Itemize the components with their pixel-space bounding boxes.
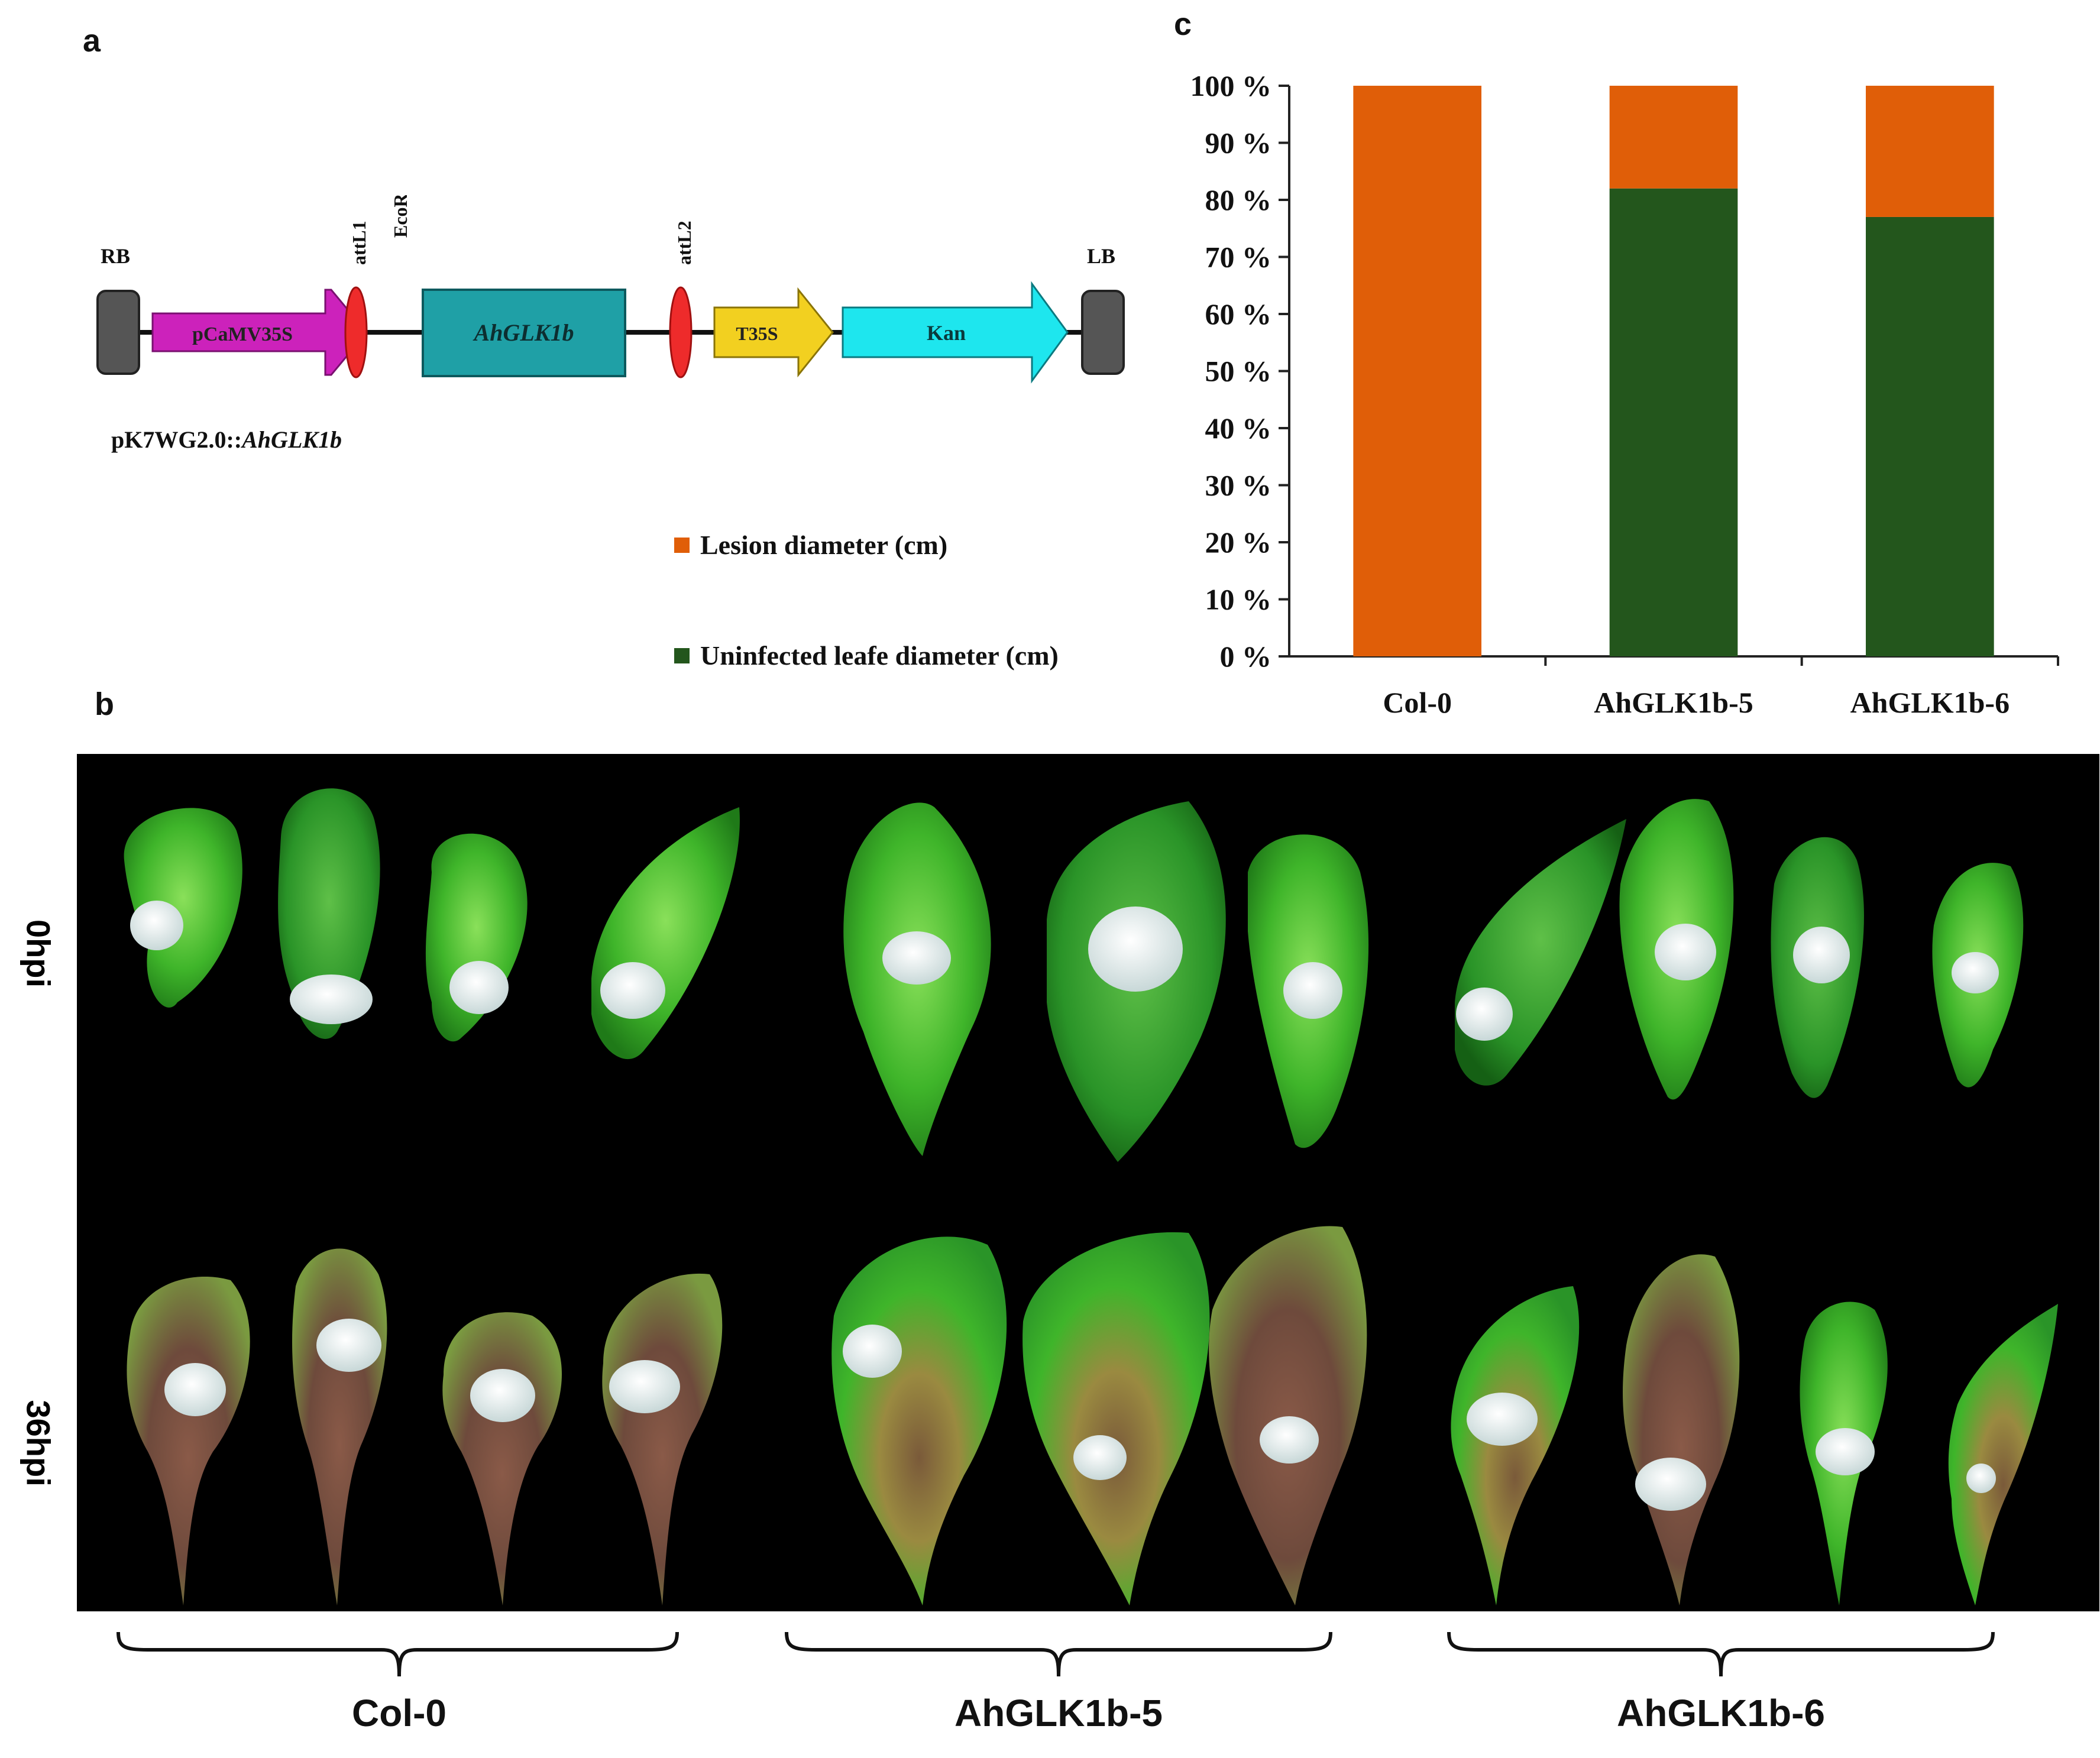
y-tick-label: 100 %: [1190, 69, 1272, 102]
disc: [882, 931, 951, 985]
lesion-legend-label: Lesion diameter (cm): [700, 530, 948, 560]
disc: [316, 1319, 381, 1372]
y-tick-label: 30 %: [1205, 469, 1272, 502]
y-tick-label: 0 %: [1220, 640, 1272, 673]
y-tick-label: 90 %: [1205, 127, 1272, 160]
disc: [1655, 924, 1716, 980]
y-tick-label: 80 %: [1205, 183, 1272, 216]
leaf-ahglk5-3-36hpi: [1209, 1226, 1367, 1605]
ecor1-label: EcoR1: [390, 195, 411, 238]
rb-border: [96, 290, 140, 375]
leaf-ahglk6-4-36hpi: [1948, 1304, 2058, 1605]
x-tick-label: Col-0: [1383, 686, 1452, 719]
y-tick-label: 40 %: [1205, 412, 1272, 445]
disc: [1073, 1435, 1127, 1480]
disc: [1793, 927, 1850, 983]
disc: [1635, 1458, 1706, 1511]
legend-item-uninfected: Uninfected leafe diameter (cm): [674, 640, 1059, 671]
disc: [470, 1369, 535, 1422]
disc: [449, 961, 509, 1014]
disc: [1816, 1428, 1875, 1475]
leaf-col0-2-0hpi: [278, 788, 380, 1039]
uninfected-swatch: [674, 647, 690, 663]
panel-label-a: a: [83, 23, 101, 59]
gene-label: AhGLK1b: [473, 319, 574, 346]
leaf-col0-1-36hpi: [127, 1277, 250, 1605]
brace-ahglk5: [785, 1631, 1332, 1677]
terminator-label: T35S: [736, 323, 778, 344]
bar-AhGLK1b-6-uninfected: [1866, 216, 1994, 656]
leaf-photo-panel: [77, 754, 2099, 1611]
row-label-36hpi: 36hpi: [20, 1400, 57, 1487]
disc: [290, 974, 373, 1024]
lesion-swatch: [674, 537, 690, 553]
disc: [1467, 1393, 1538, 1446]
leaf-ahglk6-1-36hpi: [1451, 1286, 1580, 1605]
disc: [1088, 906, 1183, 992]
leaf-row-36hpi: [127, 1226, 2058, 1605]
terminator-arrow: [713, 287, 834, 378]
bar-AhGLK1b-5-lesion: [1609, 86, 1738, 189]
row-label-0hpi: 0hpi: [20, 919, 57, 988]
group-label-ahglk5: AhGLK1b-5: [954, 1692, 1163, 1734]
brace-ahglk6: [1447, 1631, 1995, 1677]
brace-col0: [117, 1631, 679, 1677]
group-label-col0: Col-0: [352, 1692, 446, 1734]
y-tick-label: 20 %: [1205, 526, 1272, 559]
gene-box: [422, 289, 626, 377]
disc: [1952, 952, 1999, 993]
leaf-ahglk5-2-36hpi: [1023, 1232, 1210, 1605]
bar-AhGLK1b-6-lesion: [1866, 86, 1994, 217]
uninfected-legend-label: Uninfected leafe diameter (cm): [700, 640, 1059, 671]
stacked-bar-chart: 0 % 10 % 20 % 30 % 40 % 50 % 60 % 70 % 80 % 90 % 1…: [1190, 69, 2059, 719]
disc: [609, 1360, 680, 1413]
disc: [164, 1363, 226, 1416]
disc: [1966, 1464, 1996, 1493]
x-tick-label: AhGLK1b-6: [1850, 686, 2010, 719]
disc: [600, 962, 665, 1019]
group-braces: [117, 1631, 1995, 1677]
construct-name-prefix: pK7WG2.0::: [111, 426, 242, 453]
construct-name: pK7WG2.0::AhGLK1b: [111, 426, 342, 454]
bar-Col-0-lesion: [1353, 86, 1481, 656]
y-tick-label: 70 %: [1205, 241, 1272, 274]
y-tick-label: 10 %: [1205, 583, 1272, 616]
rb-label: RB: [101, 244, 130, 268]
disc: [1283, 962, 1342, 1019]
group-label-ahglk6: AhGLK1b-6: [1617, 1692, 1825, 1734]
attl1-label: attL1: [348, 221, 370, 265]
leaf-col0-4-36hpi: [602, 1273, 723, 1605]
disc: [1260, 1416, 1319, 1464]
attl2-label: attL2: [674, 221, 695, 265]
lb-label: LB: [1087, 244, 1115, 268]
disc: [130, 901, 183, 950]
panel-label-b: b: [95, 687, 114, 722]
bar-AhGLK1b-5-uninfected: [1609, 188, 1738, 656]
leaf-col0-1-0hpi: [124, 808, 242, 1008]
disc: [843, 1325, 902, 1378]
kan-label: Kan: [927, 321, 966, 345]
vector-construct-diagram: RB pCaMV35S attL1 EcoR1 AhGLK1b attL2 T3…: [96, 195, 1125, 384]
construct-name-gene: AhGLK1b: [242, 426, 342, 453]
leaf-ahglk6-2-36hpi: [1623, 1254, 1740, 1605]
panel-label-c: c: [1174, 7, 1192, 42]
leaf-row-0hpi: [124, 788, 2024, 1162]
y-tick-label: 60 %: [1205, 297, 1272, 331]
legend-item-lesion: Lesion diameter (cm): [674, 529, 947, 561]
promoter-label: pCaMV35S: [192, 323, 293, 345]
attl2-site: [669, 286, 693, 378]
disc: [1456, 988, 1513, 1041]
y-tick-label: 50 %: [1205, 355, 1272, 388]
kan-arrow: [842, 281, 1069, 384]
lb-border: [1081, 290, 1125, 375]
x-tick-label: AhGLK1b-5: [1594, 686, 1753, 719]
attl1-site: [344, 286, 368, 378]
